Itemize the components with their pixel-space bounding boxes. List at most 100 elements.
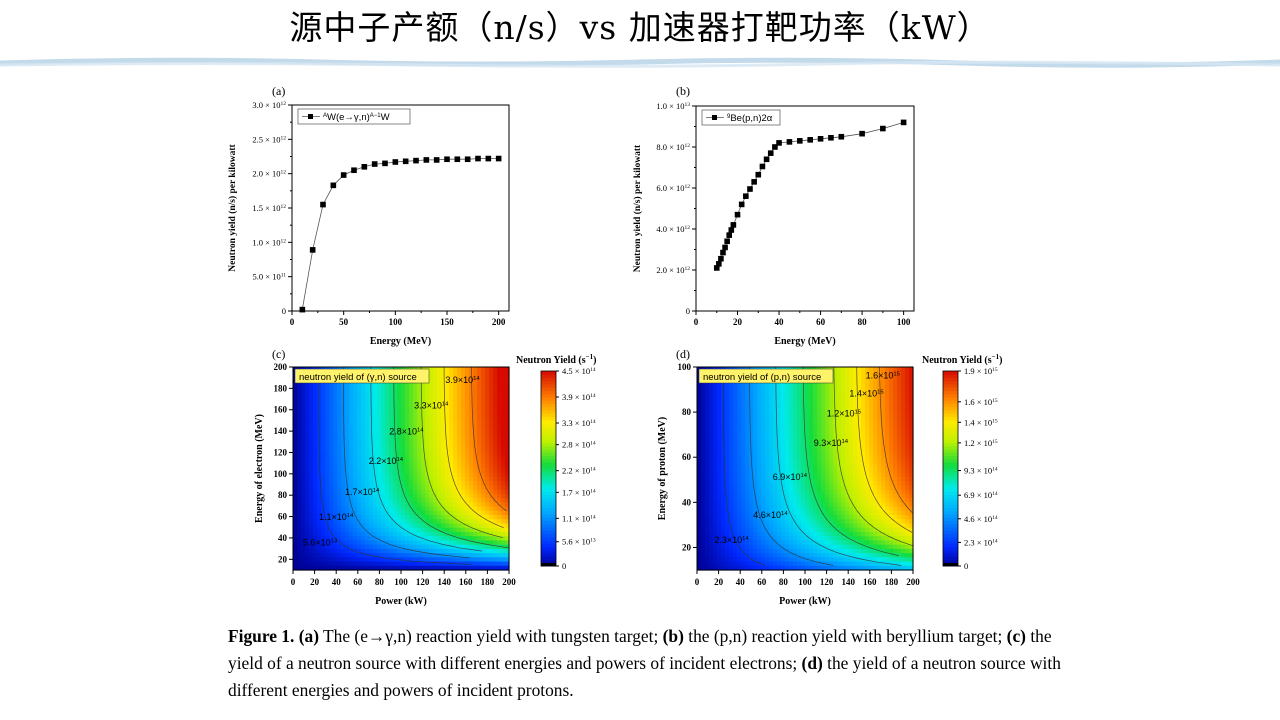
heatmap-cell (345, 434, 350, 440)
heatmap-cell (441, 540, 446, 546)
heatmap-cell (385, 426, 390, 432)
heatmap-cell (369, 430, 374, 436)
heatmap-cell (413, 481, 418, 487)
heatmap-cell (325, 515, 330, 520)
heatmap-cell (837, 367, 842, 372)
heatmap-cell (873, 371, 878, 377)
heatmap-cell (497, 388, 502, 393)
heatmap-cell (501, 557, 506, 563)
heatmap-cell (297, 434, 302, 440)
heatmap-cell (845, 379, 850, 385)
heatmap-cell (809, 553, 814, 558)
heatmap-cell (461, 430, 466, 436)
heatmap-cell (313, 527, 318, 533)
heatmap-cell (697, 460, 702, 465)
heatmap-cell (817, 476, 822, 482)
heatmap-cell (365, 489, 370, 495)
heatmap-cell (861, 531, 866, 537)
heatmap-cell (329, 460, 334, 465)
heatmap-cell (305, 553, 310, 558)
heatmap-cell (825, 536, 830, 541)
heatmap-cell (297, 485, 302, 491)
heatmap-cell (849, 557, 854, 563)
heatmap-cell (849, 464, 854, 470)
heatmap-cell (493, 396, 498, 402)
heatmap-cell (313, 421, 318, 427)
heatmap-cell (829, 392, 834, 398)
heatmap-cell (425, 502, 430, 508)
heatmap-cell (453, 476, 458, 482)
heatmap-cell (337, 447, 342, 453)
heatmap-cell (437, 481, 442, 487)
heatmap-cell (361, 536, 366, 541)
heatmap-cell (841, 451, 846, 457)
heatmap-cell (705, 498, 710, 503)
colorbar-band (541, 507, 556, 512)
heatmap-cell (745, 468, 750, 474)
colorbar-band (541, 536, 556, 541)
heatmap-cell (397, 400, 402, 406)
heatmap-cell (481, 540, 486, 546)
heatmap-cell (301, 400, 306, 406)
heatmap-cell (473, 519, 478, 525)
heatmap-cell (809, 396, 814, 402)
heatmap-cell (861, 565, 866, 571)
colorbar-band (541, 471, 556, 476)
heatmap-cell (797, 548, 802, 554)
heatmap-cell (381, 383, 386, 389)
heatmap-cell (449, 489, 454, 495)
heatmap-cell (501, 502, 506, 508)
heatmap-cell (353, 405, 358, 410)
heatmap-cell (841, 544, 846, 550)
heatmap-cell (489, 388, 494, 393)
heatmap-cell (481, 383, 486, 389)
heatmap-cell (785, 383, 790, 389)
heatmap-cell (421, 464, 426, 470)
heatmap-cell (321, 421, 326, 427)
heatmap-cell (733, 565, 738, 571)
heatmap-cell (353, 430, 358, 436)
heatmap-cell (485, 489, 490, 495)
heatmap-cell (865, 489, 870, 495)
heatmap-cell (301, 447, 306, 453)
heatmap-cell (809, 536, 814, 541)
heatmap-cell (305, 544, 310, 550)
heatmap-cell (761, 481, 766, 487)
heatmap-cell (841, 481, 846, 487)
heatmap-cell (437, 540, 442, 546)
heatmap-cell (813, 464, 818, 470)
heatmap-cell (425, 460, 430, 465)
heatmap-cell (789, 455, 794, 461)
heatmap-cell (729, 468, 734, 474)
heatmap-cell (301, 409, 306, 415)
heatmap-cell (849, 443, 854, 448)
heatmap-cell (777, 396, 782, 402)
heatmap-cell (709, 506, 714, 512)
heatmap-cell (305, 464, 310, 470)
heatmap-cell (833, 540, 838, 546)
heatmap-cell (485, 388, 490, 393)
heatmap-cell (477, 544, 482, 550)
heatmap-cell (409, 388, 414, 393)
heatmap-cell (469, 400, 474, 406)
heatmap-cell (773, 409, 778, 415)
heatmap-cell (737, 515, 742, 520)
heatmap-cell (441, 460, 446, 465)
heatmap-cell (409, 531, 414, 537)
heatmap-cell (793, 396, 798, 402)
heatmap-cell (453, 502, 458, 508)
heatmap-cell (377, 396, 382, 402)
heatmap-cell (361, 519, 366, 525)
heatmap-cell (325, 527, 330, 533)
heatmap-cell (813, 481, 818, 487)
heatmap-cell (473, 430, 478, 436)
heatmap-cell (745, 523, 750, 529)
heatmap-cell (701, 468, 706, 474)
heatmap-cell (333, 540, 338, 546)
heatmap-cell (845, 561, 850, 567)
heatmap-cell (805, 502, 810, 508)
heatmap-cell (717, 548, 722, 554)
heatmap-cell (697, 421, 702, 427)
heatmap-cell (365, 498, 370, 503)
heatmap-cell (497, 476, 502, 482)
